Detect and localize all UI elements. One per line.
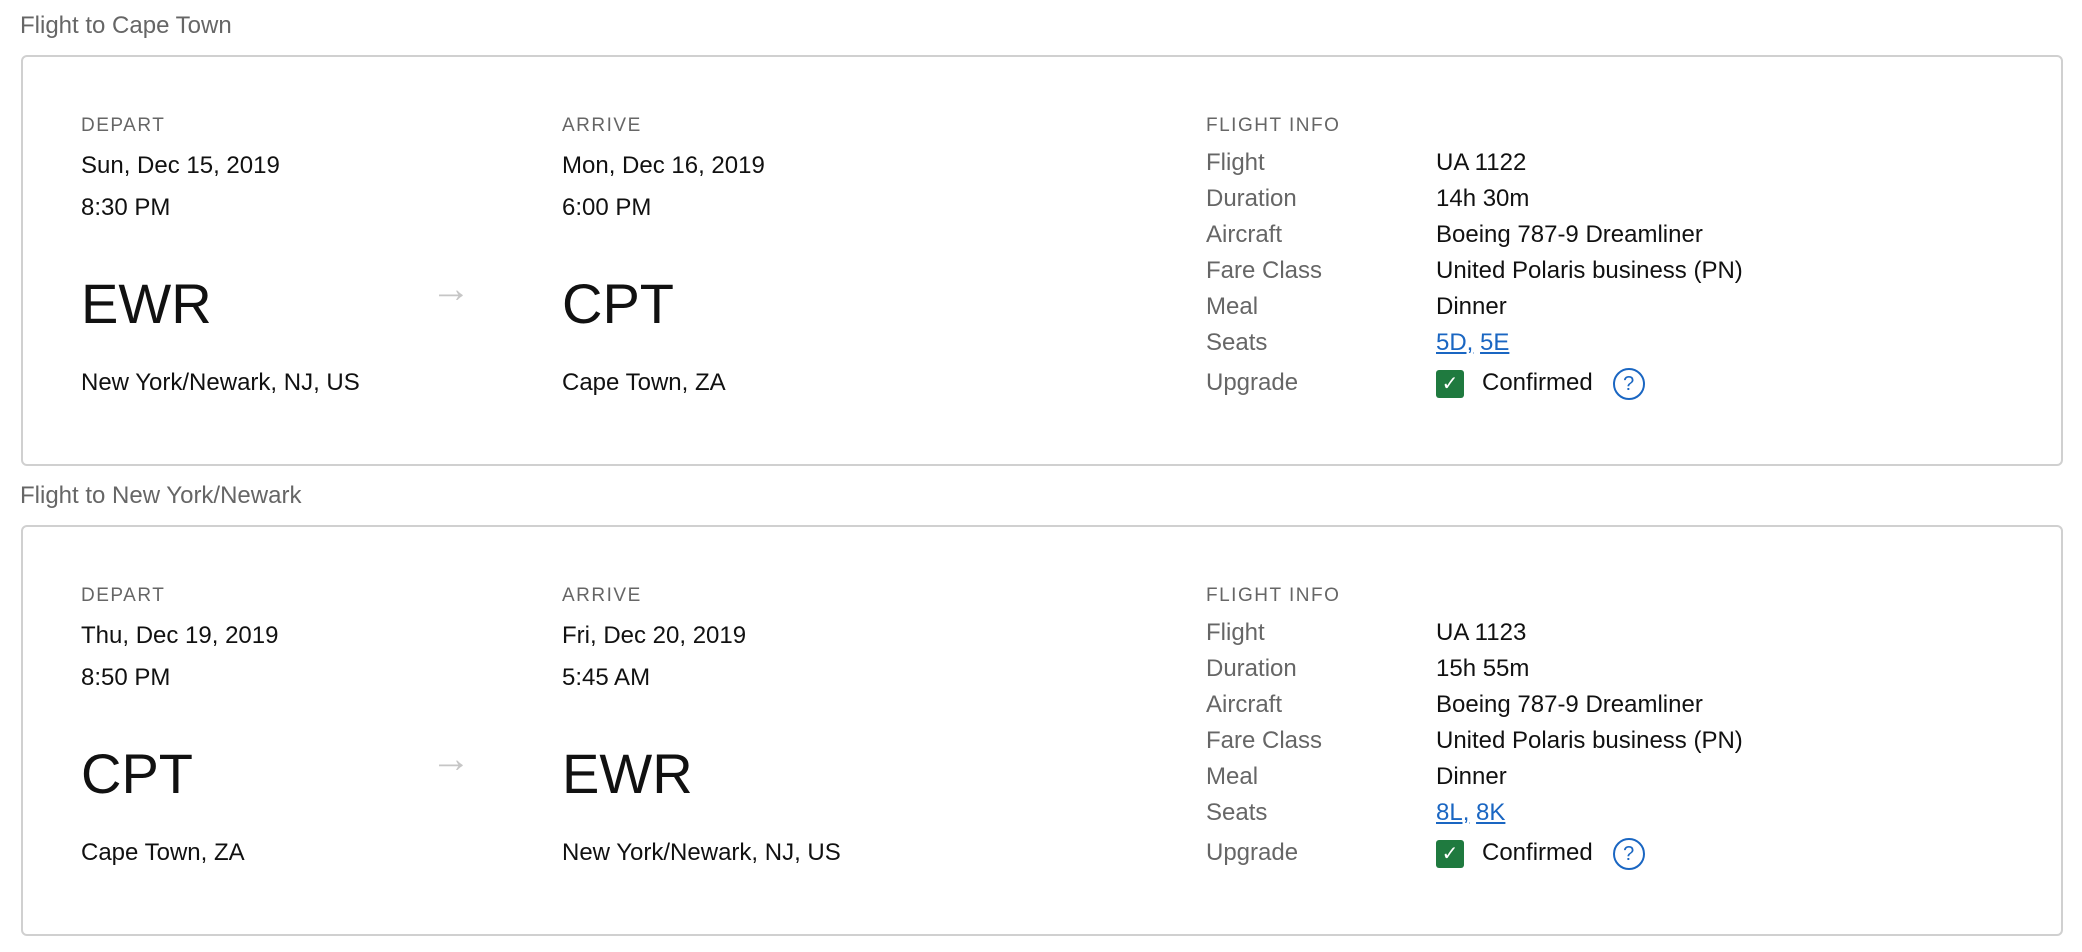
info-row-upgrade: Upgrade ✓ Confirmed?	[1206, 831, 1743, 875]
checkbox-checked-icon: ✓	[1436, 369, 1464, 398]
info-row-upgrade: Upgrade ✓ Confirmed?	[1206, 361, 1743, 405]
info-row-aircraft: Aircraft Boeing 787-9 Dreamliner	[1206, 687, 1743, 723]
info-key: Seats	[1206, 799, 1268, 826]
arrive-time: 5:45 AM	[562, 664, 651, 691]
info-value: Dinner	[1436, 293, 1507, 320]
info-key: Meal	[1206, 763, 1259, 790]
arrive-city: Cape Town, ZA	[562, 369, 726, 396]
seat-link[interactable]: 5E	[1480, 329, 1510, 356]
info-row-duration: Duration 14h 30m	[1206, 181, 1743, 217]
arrow-right-icon: →	[431, 737, 471, 781]
flight-info: FLIGHT INFO Flight UA 1123 Duration 15h 55…	[1206, 585, 1743, 875]
depart-label: DEPART	[81, 115, 166, 136]
depart-airport-code: CPT	[81, 742, 193, 805]
info-value: 14h 30m	[1436, 185, 1530, 212]
info-value: Dinner	[1436, 763, 1507, 790]
info-key: Seats	[1206, 329, 1268, 356]
info-value: 15h 55m	[1436, 655, 1530, 682]
info-row-aircraft: Aircraft Boeing 787-9 Dreamliner	[1206, 217, 1743, 253]
question-circle-icon[interactable]: ?	[1612, 837, 1645, 870]
depart-city: Cape Town, ZA	[81, 839, 245, 866]
info-key: Duration	[1206, 185, 1297, 212]
arrive-column: ARRIVE Fri, Dec 20, 2019 5:45 AM EWR New…	[562, 585, 841, 867]
info-key: Meal	[1206, 293, 1259, 320]
depart-airport-code: EWR	[81, 272, 212, 335]
info-row-fare-class: Fare Class United Polaris business (PN)	[1206, 253, 1743, 289]
info-key: Aircraft	[1206, 691, 1283, 718]
depart-column: DEPART Thu, Dec 19, 2019 8:50 PM CPT Cap…	[81, 585, 278, 867]
info-row-meal: Meal Dinner	[1206, 289, 1743, 325]
arrive-time: 6:00 PM	[562, 194, 652, 221]
seat-link[interactable]: 8K	[1476, 799, 1506, 826]
info-row-seats: Seats 5D, 5E	[1206, 325, 1743, 361]
arrive-airport-code: CPT	[562, 272, 674, 335]
depart-city: New York/Newark, NJ, US	[81, 369, 360, 396]
flight-info-label: FLIGHT INFO	[1206, 115, 1341, 136]
depart-time: 8:30 PM	[81, 194, 171, 221]
info-row-flight: Flight UA 1123	[1206, 615, 1743, 651]
depart-label: DEPART	[81, 585, 166, 606]
info-value: United Polaris business (PN)	[1436, 257, 1743, 284]
info-row-meal: Meal Dinner	[1206, 759, 1743, 795]
info-key: Duration	[1206, 655, 1297, 682]
info-key: Fare Class	[1206, 257, 1323, 284]
arrive-column: ARRIVE Mon, Dec 16, 2019 6:00 PM CPT Cap…	[562, 115, 765, 397]
flight-card: DEPART Sun, Dec 15, 2019 8:30 PM EWR New…	[21, 55, 2063, 466]
info-key: Upgrade	[1206, 369, 1299, 396]
upgrade-status: Confirmed	[1482, 839, 1593, 866]
info-key: Flight	[1206, 149, 1265, 176]
arrive-label: ARRIVE	[562, 585, 642, 606]
info-key: Upgrade	[1206, 839, 1299, 866]
info-value: Boeing 787-9 Dreamliner	[1436, 221, 1703, 248]
depart-column: DEPART Sun, Dec 15, 2019 8:30 PM EWR New…	[81, 115, 360, 397]
section-title: Flight to New York/Newark	[20, 482, 302, 509]
seat-link[interactable]: 8L,	[1436, 799, 1470, 826]
depart-date: Sun, Dec 15, 2019	[81, 152, 280, 179]
info-value: UA 1122	[1436, 149, 1527, 176]
arrow-right-icon: →	[431, 267, 471, 311]
info-key: Aircraft	[1206, 221, 1283, 248]
arrive-city: New York/Newark, NJ, US	[562, 839, 841, 866]
flight-card: DEPART Thu, Dec 19, 2019 8:50 PM CPT Cap…	[21, 525, 2063, 936]
section-title: Flight to Cape Town	[20, 12, 232, 39]
seat-link[interactable]: 5D,	[1436, 329, 1474, 356]
info-row-fare-class: Fare Class United Polaris business (PN)	[1206, 723, 1743, 759]
info-row-flight: Flight UA 1122	[1206, 145, 1743, 181]
arrive-airport-code: EWR	[562, 742, 693, 805]
info-value: Boeing 787-9 Dreamliner	[1436, 691, 1703, 718]
checkbox-checked-icon: ✓	[1436, 839, 1464, 868]
depart-date: Thu, Dec 19, 2019	[81, 622, 279, 649]
flight-info: FLIGHT INFO Flight UA 1122 Duration 14h 30…	[1206, 115, 1743, 405]
arrive-label: ARRIVE	[562, 115, 642, 136]
upgrade-status: Confirmed	[1482, 369, 1593, 396]
info-row-seats: Seats 8L, 8K	[1206, 795, 1743, 831]
flight-info-label: FLIGHT INFO	[1206, 585, 1341, 606]
info-key: Flight	[1206, 619, 1265, 646]
info-value: United Polaris business (PN)	[1436, 727, 1743, 754]
arrive-date: Fri, Dec 20, 2019	[562, 622, 747, 649]
depart-time: 8:50 PM	[81, 664, 171, 691]
question-circle-icon[interactable]: ?	[1612, 367, 1645, 400]
info-row-duration: Duration 15h 55m	[1206, 651, 1743, 687]
info-value: UA 1123	[1436, 619, 1527, 646]
arrive-date: Mon, Dec 16, 2019	[562, 152, 765, 179]
info-key: Fare Class	[1206, 727, 1323, 754]
